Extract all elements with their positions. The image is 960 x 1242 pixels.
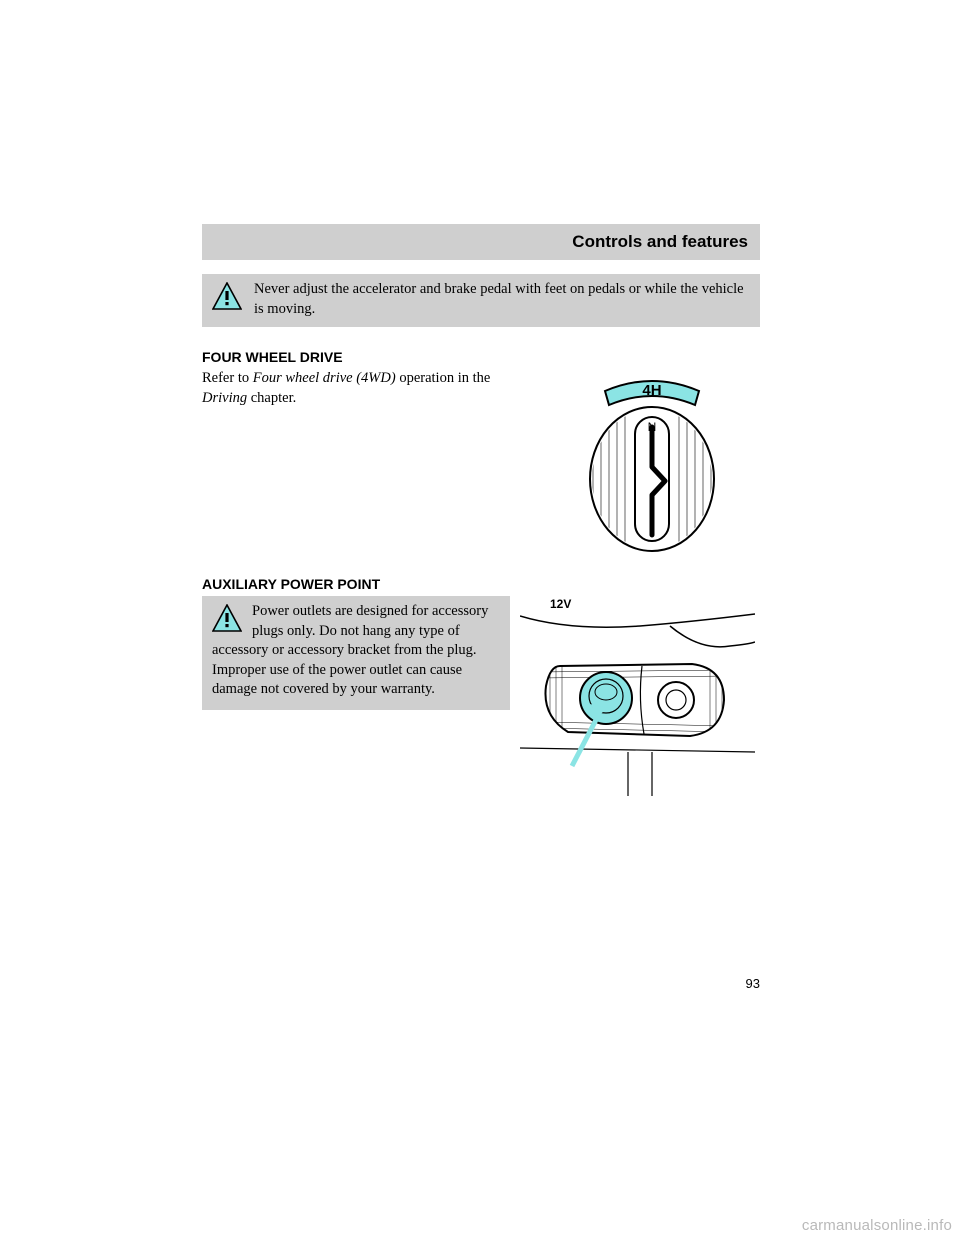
page-number: 93 xyxy=(202,976,760,991)
warning-power-outlet: Power outlets are designed for accessory… xyxy=(202,596,510,710)
ledge-lines-icon xyxy=(520,748,755,796)
svg-text:4H: 4H xyxy=(642,382,661,399)
dashboard-contour-icon xyxy=(520,614,755,647)
outlet-housing-icon xyxy=(540,664,730,736)
warning-pedal-adjust: Never adjust the accelerator and brake p… xyxy=(202,274,760,327)
section-title-aux: AUXILIARY POWER POINT xyxy=(202,576,760,592)
shift-gate-icon: N xyxy=(585,407,719,559)
two-column-layout: Refer to Four wheel drive (4WD) operatio… xyxy=(202,369,760,564)
svg-text:N: N xyxy=(648,420,657,434)
diagram-shift-gate: 4H xyxy=(545,369,760,564)
two-column-layout: Power outlets are designed for accessory… xyxy=(202,596,760,796)
badge-4h-icon: 4H xyxy=(605,381,699,405)
header-title: Controls and features xyxy=(572,232,748,252)
warning-triangle-icon xyxy=(212,282,242,312)
manual-page: Controls and features Never adjust the a… xyxy=(202,224,760,991)
warning-triangle-icon xyxy=(212,604,242,634)
text-fragment: Refer to xyxy=(202,370,253,386)
warning-text: Never adjust the accelerator and brake p… xyxy=(254,280,750,319)
section-title-4wd: FOUR WHEEL DRIVE xyxy=(202,349,760,365)
diagram-power-outlet: 12V xyxy=(520,596,755,796)
text-fragment: chapter. xyxy=(247,390,296,406)
section-body-4wd: Refer to Four wheel drive (4WD) operatio… xyxy=(202,369,535,412)
text-fragment-em: Four wheel drive (4WD) xyxy=(253,370,396,386)
text-fragment: operation in the xyxy=(396,370,491,386)
watermark: carmanualsonline.info xyxy=(802,1217,952,1234)
section-four-wheel-drive: FOUR WHEEL DRIVE Refer to Four wheel dri… xyxy=(202,349,760,564)
svg-text:12V: 12V xyxy=(550,597,571,611)
text-fragment-em: Driving xyxy=(202,390,247,406)
warning-text: Power outlets are designed for accessory… xyxy=(212,603,488,697)
section-aux-power: AUXILIARY POWER POINT Power outlets are … xyxy=(202,576,760,796)
header-bar: Controls and features xyxy=(202,224,760,260)
